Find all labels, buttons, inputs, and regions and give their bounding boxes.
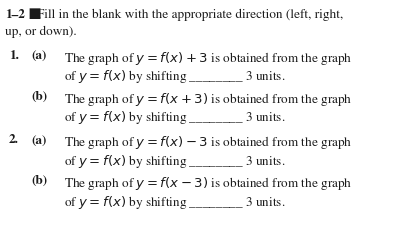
Text: 1.: 1. [9, 50, 19, 62]
Text: of $y = f(x)$ by shifting ________ 3 units.: of $y = f(x)$ by shifting ________ 3 uni… [64, 153, 285, 170]
Text: up, or down).: up, or down). [5, 26, 76, 38]
Text: of $y = f(x)$ by shifting ________ 3 units.: of $y = f(x)$ by shifting ________ 3 uni… [64, 109, 285, 126]
Text: ■: ■ [28, 9, 40, 20]
Text: Fill in the blank with the appropriate direction (left, right,: Fill in the blank with the appropriate d… [37, 9, 344, 21]
Text: The graph of $y = f(x - 3)$ is obtained from the graph: The graph of $y = f(x - 3)$ is obtained … [64, 175, 352, 192]
Text: The graph of $y = f(x) - 3$ is obtained from the graph: The graph of $y = f(x) - 3$ is obtained … [64, 134, 352, 152]
Text: The graph of $y = f(x) + 3$ is obtained from the graph: The graph of $y = f(x) + 3$ is obtained … [64, 50, 352, 67]
Text: 1–2: 1–2 [5, 9, 25, 21]
Text: (a): (a) [31, 134, 46, 146]
Text: 2.: 2. [9, 134, 19, 146]
Text: (a): (a) [31, 50, 46, 62]
Text: The graph of $y = f(x + 3)$ is obtained from the graph: The graph of $y = f(x + 3)$ is obtained … [64, 91, 352, 108]
Text: (b): (b) [31, 175, 47, 187]
Text: of $y = f(x)$ by shifting ________ 3 units.: of $y = f(x)$ by shifting ________ 3 uni… [64, 194, 285, 211]
Text: (b): (b) [31, 91, 47, 102]
Text: of $y = f(x)$ by shifting ________ 3 units.: of $y = f(x)$ by shifting ________ 3 uni… [64, 68, 285, 85]
